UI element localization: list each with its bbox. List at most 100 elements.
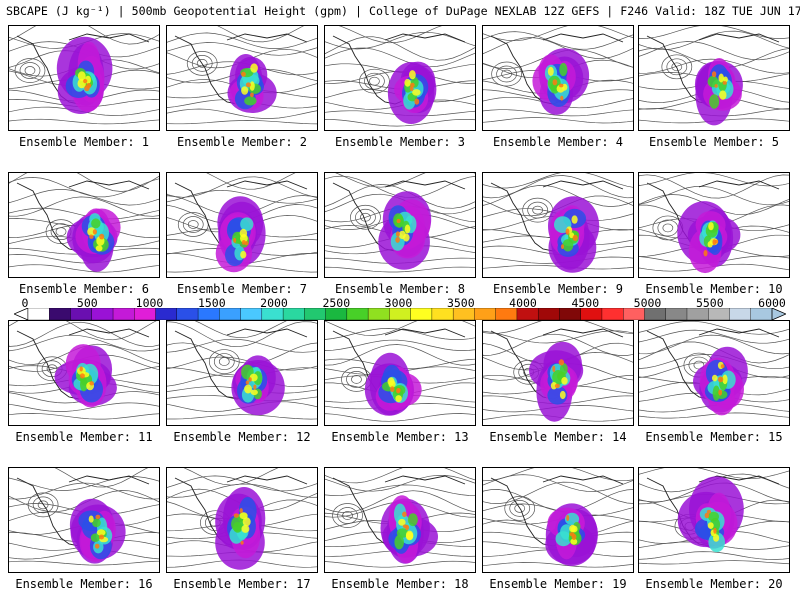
ensemble-panel-16[interactable] xyxy=(8,467,160,573)
map-18 xyxy=(325,468,475,568)
ensemble-member-label-1: Ensemble Member: 1 xyxy=(18,135,150,149)
ensemble-member-label-18: Ensemble Member: 18 xyxy=(331,577,469,591)
colorbar-cell xyxy=(474,308,497,320)
ensemble-panel-1[interactable] xyxy=(8,25,160,131)
map-7 xyxy=(167,173,317,273)
cape-shading xyxy=(693,346,748,416)
ensemble-panel-2[interactable] xyxy=(166,25,318,131)
ensemble-member-label-7: Ensemble Member: 7 xyxy=(176,282,308,296)
ensemble-panel-10[interactable] xyxy=(638,172,790,278)
colorbar-cell xyxy=(729,308,752,320)
cape-shading xyxy=(545,503,598,566)
ensemble-panel-4[interactable] xyxy=(482,25,634,131)
cape-shading xyxy=(54,344,117,408)
ensemble-member-label-20: Ensemble Member: 20 xyxy=(645,577,783,591)
cape-shading xyxy=(215,487,266,570)
map-19 xyxy=(483,468,633,568)
map-15 xyxy=(639,321,789,419)
map-2 xyxy=(167,26,317,125)
ensemble-panel-14[interactable] xyxy=(482,320,634,426)
ensemble-member-label-9: Ensemble Member: 9 xyxy=(492,282,624,296)
ensemble-member-label-12: Ensemble Member: 12 xyxy=(173,430,311,444)
colorbar-tick-label: 4000 xyxy=(509,296,537,310)
map-17 xyxy=(167,468,317,570)
cape-shading xyxy=(69,498,126,564)
colorbar-tick-label: 5500 xyxy=(695,296,724,310)
colorbar-tick-label: 2000 xyxy=(260,296,288,310)
map-8 xyxy=(325,173,475,273)
ensemble-panel-17[interactable] xyxy=(166,467,318,573)
ensemble-panel-12[interactable] xyxy=(166,320,318,426)
cape-shading xyxy=(694,58,743,126)
ensemble-member-label-13: Ensemble Member: 13 xyxy=(331,430,469,444)
map-1 xyxy=(9,26,159,125)
colorbar-tick-label: 4500 xyxy=(571,296,600,310)
map-11 xyxy=(9,321,159,420)
cape-shading xyxy=(215,196,266,273)
colorbar-cell xyxy=(27,308,50,320)
cape-shading xyxy=(364,352,422,416)
ensemble-member-label-3: Ensemble Member: 3 xyxy=(334,135,466,149)
ensemble-member-label-8: Ensemble Member: 8 xyxy=(334,282,466,296)
map-10 xyxy=(639,173,789,274)
map-5 xyxy=(639,26,789,126)
colorbar-cell xyxy=(601,308,624,320)
colorbar-tick-label: 1000 xyxy=(135,296,164,310)
ensemble-panel-6[interactable] xyxy=(8,172,160,278)
cape-shading xyxy=(66,208,121,272)
colorbar-cells xyxy=(27,308,773,320)
cape-shading xyxy=(548,196,600,273)
ensemble-member-label-15: Ensemble Member: 15 xyxy=(645,430,783,444)
ensemble-panel-11[interactable] xyxy=(8,320,160,426)
cape-shading xyxy=(231,355,285,416)
ensemble-panel-3[interactable] xyxy=(324,25,476,131)
map-9 xyxy=(483,173,633,273)
ensemble-member-label-14: Ensemble Member: 14 xyxy=(489,430,627,444)
map-6 xyxy=(9,173,159,273)
ensemble-member-label-19: Ensemble Member: 19 xyxy=(489,577,627,591)
height-contours xyxy=(9,173,159,273)
ensemble-panel-18[interactable] xyxy=(324,467,476,573)
ensemble-member-label-16: Ensemble Member: 16 xyxy=(15,577,153,591)
sbcape-colorbar xyxy=(14,308,786,320)
ensemble-member-label-6: Ensemble Member: 6 xyxy=(18,282,150,296)
cape-shading xyxy=(378,191,432,270)
map-13 xyxy=(325,321,475,422)
colorbar-cell xyxy=(49,308,72,320)
colorbar-tick-label: 0 xyxy=(21,296,29,310)
colorbar-tick-label: 6000 xyxy=(758,296,786,310)
ensemble-panel-5[interactable] xyxy=(638,25,790,131)
ensemble-panel-9[interactable] xyxy=(482,172,634,278)
colorbar-tick-label: 1500 xyxy=(197,296,226,310)
cape-shading xyxy=(387,61,437,124)
cape-shading xyxy=(56,36,113,114)
cape-shading xyxy=(532,48,590,115)
colorbar-tick-label: 5000 xyxy=(633,296,662,310)
cape-shading xyxy=(380,495,438,564)
map-16 xyxy=(9,468,159,566)
ensemble-member-label-11: Ensemble Member: 11 xyxy=(15,430,153,444)
colorbar-cell xyxy=(112,308,135,320)
ensemble-panel-8[interactable] xyxy=(324,172,476,278)
map-4 xyxy=(483,26,633,124)
colorbar-cell xyxy=(240,308,263,320)
ensemble-panel-20[interactable] xyxy=(638,467,790,573)
colorbar-tick-label: 3000 xyxy=(384,296,413,310)
colorbar-right-arrow xyxy=(771,308,786,320)
ensemble-panel-15[interactable] xyxy=(638,320,790,426)
colorbar-cell xyxy=(176,308,199,320)
ensemble-panel-13[interactable] xyxy=(324,320,476,426)
cape-shading xyxy=(677,201,741,274)
cape-shading xyxy=(529,341,584,422)
cape-shading xyxy=(227,54,277,113)
ensemble-member-label-5: Ensemble Member: 5 xyxy=(648,135,780,149)
map-3 xyxy=(325,26,475,127)
ensemble-member-label-2: Ensemble Member: 2 xyxy=(176,135,308,149)
map-20 xyxy=(639,468,789,565)
colorbar-cell xyxy=(410,308,433,320)
ensemble-member-label-17: Ensemble Member: 17 xyxy=(173,577,311,591)
colorbar-cell xyxy=(665,308,688,320)
colorbar-tick-label: 2500 xyxy=(322,296,351,310)
ensemble-panel-19[interactable] xyxy=(482,467,634,573)
ensemble-panel-7[interactable] xyxy=(166,172,318,278)
